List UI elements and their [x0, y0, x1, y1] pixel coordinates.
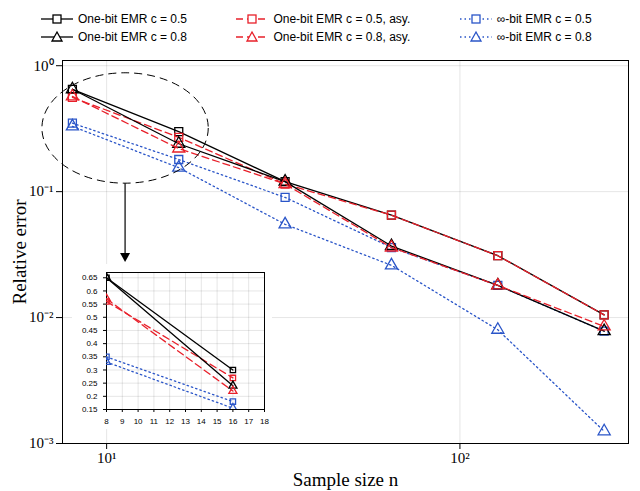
html-text:One-bit EMR c = 0.8, asy.: One-bit EMR c = 0.8, asy.	[273, 30, 411, 44]
svg-text:0.65: 0.65	[82, 273, 98, 282]
svg-text:14: 14	[197, 417, 206, 426]
svg-text:15: 15	[213, 417, 222, 426]
svg-text:0.25: 0.25	[82, 379, 98, 388]
svg-text:0.35: 0.35	[82, 352, 98, 361]
svg-text:11: 11	[150, 417, 159, 426]
svg-text:17: 17	[244, 417, 253, 426]
svg-text:8: 8	[104, 417, 109, 426]
svg-text:10⁻²: 10⁻²	[29, 309, 54, 325]
svg-text:Relative error: Relative error	[9, 199, 30, 305]
svg-text:12: 12	[165, 417, 174, 426]
svg-text:0.4: 0.4	[86, 339, 98, 348]
svg-text:10⁻³: 10⁻³	[29, 435, 54, 451]
svg-text:13: 13	[181, 417, 190, 426]
svg-text:0.5: 0.5	[86, 313, 98, 322]
html-text:One-bit EMR c = 0.8: One-bit EMR c = 0.8	[78, 30, 187, 44]
svg-text:18: 18	[260, 417, 269, 426]
svg-text:10²: 10²	[450, 450, 470, 466]
svg-text:10¹: 10¹	[97, 450, 117, 466]
svg-text:9: 9	[120, 417, 125, 426]
svg-text:0.3: 0.3	[86, 366, 98, 375]
html-text:∞-bit EMR c = 0.5: ∞-bit EMR c = 0.5	[496, 12, 592, 26]
html-text:One-bit EMR c = 0.5, asy.: One-bit EMR c = 0.5, asy.	[273, 12, 411, 26]
svg-text:0.2: 0.2	[86, 392, 98, 401]
html-text:∞-bit EMR c = 0.8: ∞-bit EMR c = 0.8	[496, 30, 592, 44]
svg-text:10⁰: 10⁰	[34, 58, 54, 74]
svg-text:16: 16	[228, 417, 237, 426]
svg-text:Sample size n: Sample size n	[293, 469, 399, 490]
svg-text:0.15: 0.15	[82, 405, 98, 414]
svg-text:0.55: 0.55	[82, 300, 98, 309]
html-text:One-bit EMR c = 0.5: One-bit EMR c = 0.5	[78, 12, 187, 26]
svg-text:0.45: 0.45	[82, 326, 98, 335]
svg-text:10: 10	[134, 417, 143, 426]
svg-text:0.6: 0.6	[86, 287, 98, 296]
svg-text:10⁻¹: 10⁻¹	[29, 183, 54, 199]
